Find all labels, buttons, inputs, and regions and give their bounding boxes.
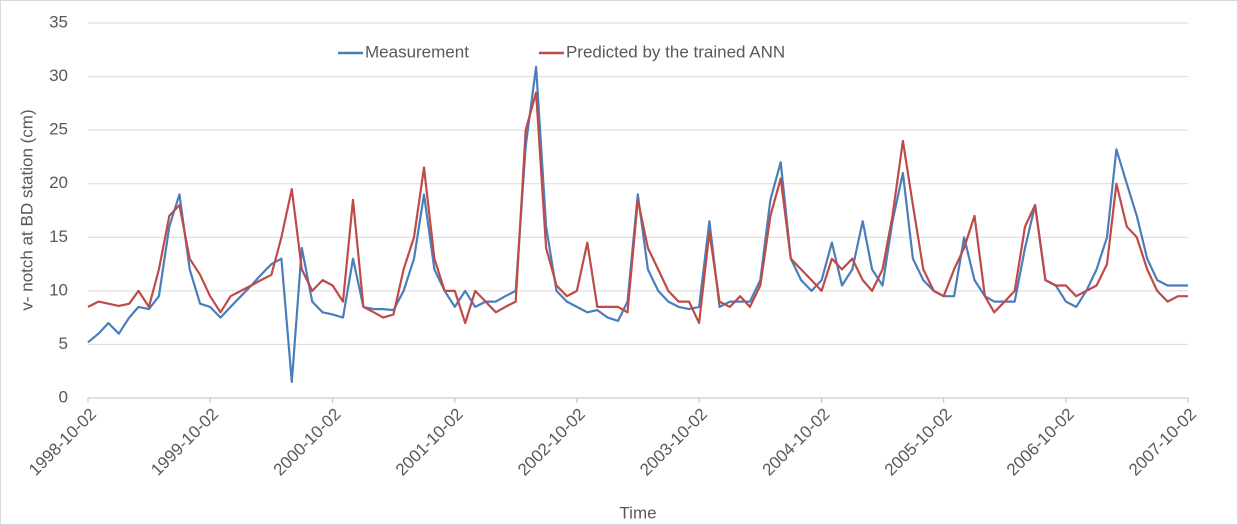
y-tick-label: 5 (59, 334, 68, 353)
y-tick-label: 0 (59, 387, 68, 406)
y-tick-label: 30 (49, 66, 68, 85)
y-tick-label: 10 (49, 280, 68, 299)
x-axis-title: Time (619, 503, 656, 522)
y-axis-title: v- notch at BD station (cm) (17, 109, 36, 310)
data-line (87, 91, 1188, 325)
y-tick-label: 15 (49, 227, 68, 246)
y-tick-label: 25 (49, 120, 68, 139)
y-tick-label: 20 (49, 173, 68, 192)
legend-label: Measurement (365, 42, 469, 61)
legend-label: Predicted by the trained ANN (566, 42, 785, 61)
y-tick-label: 35 (49, 12, 68, 31)
